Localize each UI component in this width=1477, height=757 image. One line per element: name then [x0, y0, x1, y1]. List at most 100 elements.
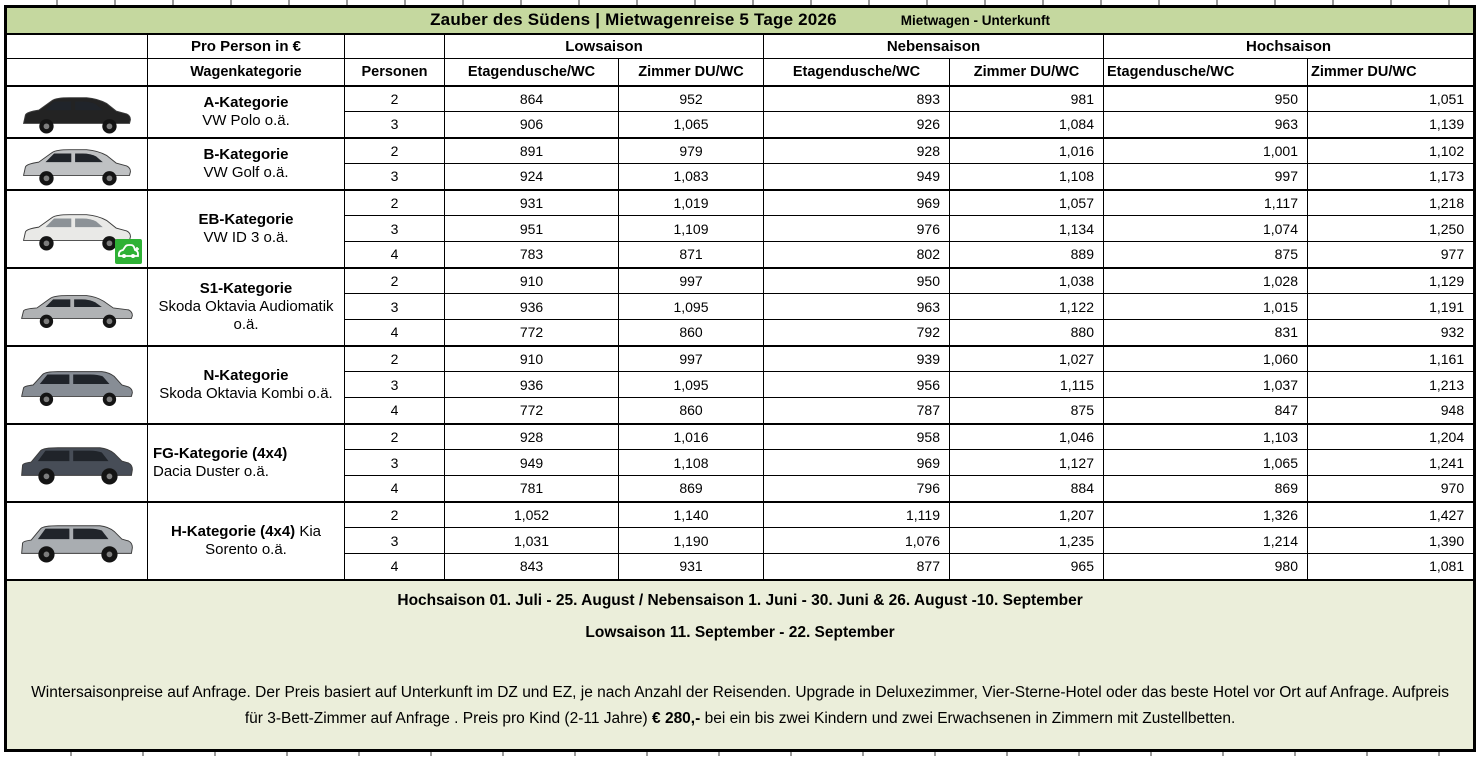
persons-count-cell: 4	[344, 319, 445, 346]
lowsaison-dates: Lowsaison 11. September - 22. September	[585, 623, 895, 641]
persons-count-cell: 3	[344, 293, 445, 320]
price-low-zimmer: 997	[618, 266, 764, 294]
price-neben-zimmer: 1,207	[949, 500, 1104, 528]
price-low-etagendusche: 951	[444, 215, 619, 242]
price-neben-zimmer: 1,122	[949, 293, 1104, 320]
price-low-etagendusche: 783	[444, 241, 619, 268]
price-hoch-etagendusche: 1,117	[1103, 188, 1308, 216]
price-hoch-etagendusche: 1,103	[1103, 422, 1308, 450]
persons-count-cell: 2	[344, 422, 445, 450]
sheet-edge-bottom	[0, 752, 1477, 756]
price-neben-etagendusche: 1,076	[763, 527, 950, 554]
category-name: N-Kategorie	[203, 366, 289, 384]
price-hoch-zimmer: 1,129	[1306, 266, 1476, 294]
price-low-etagendusche: 931	[444, 188, 619, 216]
price-row: FG-Kategorie (4x4) Dacia Duster o.ä. 2 928 1…	[5, 422, 1476, 502]
persons-count-cell: 4	[344, 475, 445, 502]
price-neben-zimmer: 884	[949, 475, 1104, 502]
price-neben-zimmer: 1,115	[949, 371, 1104, 398]
price-hoch-etagendusche: 1,065	[1103, 449, 1308, 476]
price-neben-etagendusche: 956	[763, 371, 950, 398]
conditions-note: Wintersaisonpreise auf Anfrage. Der Prei…	[21, 680, 1459, 732]
price-hoch-zimmer: 970	[1306, 475, 1476, 502]
price-hoch-etagendusche: 869	[1103, 475, 1308, 502]
price-neben-etagendusche: 787	[763, 397, 950, 424]
category-name: FG-Kategorie (4x4)	[153, 444, 288, 462]
price-neben-zimmer: 1,046	[949, 422, 1104, 450]
price-neben-etagendusche: 939	[763, 344, 950, 372]
price-low-etagendusche: 910	[444, 344, 619, 372]
category-cell: B-Kategorie VW Golf o.ä.	[147, 136, 345, 190]
price-low-etagendusche: 891	[444, 136, 619, 164]
price-neben-etagendusche: 796	[763, 475, 950, 502]
persons-count-cell: 3	[344, 371, 445, 398]
car-image-h-kategorie	[21, 525, 133, 563]
price-low-zimmer: 952	[618, 84, 764, 112]
low-zimmer-header: Zimmer DU/WC	[618, 58, 764, 86]
season-header-nebensaison: Nebensaison	[763, 33, 1104, 59]
car-image-cell	[5, 136, 148, 190]
price-neben-zimmer: 1,108	[949, 163, 1104, 190]
price-low-zimmer: 1,095	[618, 371, 764, 398]
price-low-etagendusche: 928	[444, 422, 619, 450]
price-neben-etagendusche: 877	[763, 553, 950, 580]
price-neben-etagendusche: 969	[763, 188, 950, 216]
price-row: H-Kategorie (4x4) Kia Sorento o.ä. 2 1,052…	[5, 500, 1476, 580]
category-cell: FG-Kategorie (4x4) Dacia Duster o.ä.	[147, 422, 345, 502]
price-low-zimmer: 979	[618, 136, 764, 164]
price-low-etagendusche: 906	[444, 111, 619, 138]
persons-count-cell: 2	[344, 136, 445, 164]
column-header-row: Wagenkategorie Personen Etagendusche/WC …	[5, 58, 1476, 86]
price-row: 3 949 1,108 969 1,127 1,065 1,241	[6, 449, 1476, 476]
price-neben-etagendusche: 802	[763, 241, 950, 268]
price-hoch-etagendusche: 997	[1103, 163, 1308, 190]
price-low-etagendusche: 1,031	[444, 527, 619, 554]
price-neben-etagendusche: 950	[763, 266, 950, 294]
price-low-zimmer: 1,019	[618, 188, 764, 216]
price-low-zimmer: 860	[618, 397, 764, 424]
car-image-cell	[5, 500, 148, 580]
price-low-etagendusche: 910	[444, 266, 619, 294]
price-row: 4 772 860 792 880 831 932	[6, 319, 1476, 346]
conditions-note-tail: bei ein bis zwei Kindern und zwei Erwach…	[700, 709, 1236, 727]
persons-count-cell: 4	[344, 553, 445, 580]
category-cell: EB-Kategorie VW ID 3 o.ä.	[147, 188, 345, 268]
price-hoch-etagendusche: 1,326	[1103, 500, 1308, 528]
car-image-cell	[5, 344, 148, 424]
price-hoch-zimmer: 1,241	[1306, 449, 1476, 476]
title-band-cell: Zauber des Südens | Mietwagenreise 5 Tag…	[4, 6, 1476, 35]
price-low-zimmer: 997	[618, 344, 764, 372]
pro-person-header: Pro Person in €	[147, 33, 345, 59]
price-row: 4 843 931 877 965 980 1,081	[6, 553, 1476, 580]
page-title: Zauber des Südens | Mietwagenreise 5 Tag…	[430, 10, 837, 30]
price-row: A-Kategorie VW Polo o.ä. 2 864 952 893 981 950 1…	[5, 84, 1476, 138]
price-neben-zimmer: 1,235	[949, 527, 1104, 554]
price-hoch-etagendusche: 1,015	[1103, 293, 1308, 320]
price-neben-zimmer: 965	[949, 553, 1104, 580]
child-price: € 280,-	[652, 709, 701, 727]
price-neben-zimmer: 1,084	[949, 111, 1104, 138]
price-low-etagendusche: 772	[444, 397, 619, 424]
car-model: Dacia Duster o.ä.	[153, 462, 269, 480]
price-hoch-zimmer: 1,390	[1306, 527, 1476, 554]
price-neben-etagendusche: 893	[763, 84, 950, 112]
season-header-hochsaison: Hochsaison	[1102, 33, 1476, 59]
car-model: VW Polo o.ä.	[202, 111, 290, 129]
price-row: EB-Kategorie VW ID 3 o.ä. 2 931 1,019 969 1,05…	[5, 188, 1476, 268]
price-neben-zimmer: 1,127	[949, 449, 1104, 476]
price-low-zimmer: 1,095	[618, 293, 764, 320]
price-neben-zimmer: 875	[949, 397, 1104, 424]
price-low-etagendusche: 781	[444, 475, 619, 502]
car-image-cell	[5, 422, 148, 502]
category-name: S1-Kategorie	[199, 279, 293, 297]
persons-count-cell: 2	[344, 84, 445, 112]
car-model: VW Golf o.ä.	[203, 163, 289, 181]
personen-header: Personen	[344, 58, 445, 86]
price-hoch-etagendusche: 963	[1103, 111, 1308, 138]
price-low-zimmer: 860	[618, 319, 764, 346]
price-low-zimmer: 869	[618, 475, 764, 502]
price-hoch-zimmer: 1,427	[1306, 500, 1476, 528]
persons-count-cell: 3	[344, 527, 445, 554]
price-hoch-zimmer: 977	[1306, 241, 1476, 268]
price-neben-etagendusche: 949	[763, 163, 950, 190]
